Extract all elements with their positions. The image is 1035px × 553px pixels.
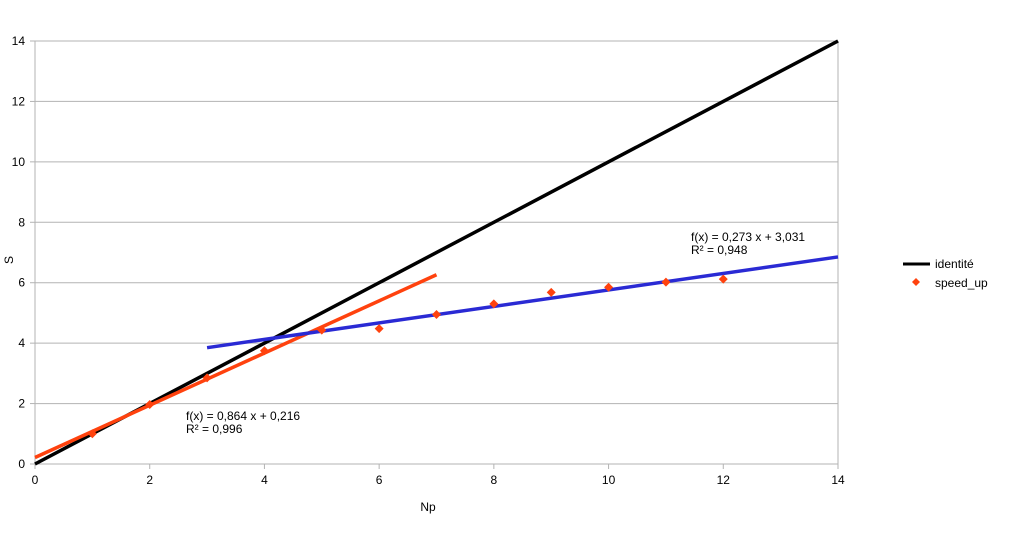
speed-up-point bbox=[604, 282, 614, 292]
y-tick-label-8: 8 bbox=[18, 215, 25, 229]
trendline-1-r2: R² = 0,996 bbox=[186, 422, 243, 436]
trendline-1 bbox=[34, 273, 438, 460]
data-points bbox=[87, 274, 728, 439]
y-tick-label-0: 0 bbox=[18, 457, 25, 471]
trendline-2 bbox=[206, 255, 839, 350]
x-tick-label-0: 0 bbox=[32, 473, 39, 487]
identite-line bbox=[34, 39, 839, 466]
speed-up-point bbox=[202, 373, 212, 383]
speed-up-point bbox=[661, 277, 671, 287]
x-tick-label-12: 12 bbox=[717, 473, 731, 487]
y-tick-label-6: 6 bbox=[18, 276, 25, 290]
x-tick-label-10: 10 bbox=[602, 473, 616, 487]
trendline-1-equation: f(x) = 0,864 x + 0,216 bbox=[186, 409, 300, 423]
x-tick-label-8: 8 bbox=[491, 473, 498, 487]
speed-up-point bbox=[259, 346, 269, 356]
y-axis-label: S bbox=[2, 256, 16, 264]
speed-up-point bbox=[432, 309, 441, 319]
trendline-2-equation: f(x) = 0,273 x + 3,031 bbox=[691, 230, 805, 244]
legend: identité speed_up bbox=[903, 257, 988, 290]
y-tick-label-10: 10 bbox=[12, 155, 26, 169]
speed-up-point bbox=[489, 299, 499, 309]
speed-up-point bbox=[145, 399, 155, 409]
speed-up-point bbox=[718, 274, 728, 284]
speed-up-point bbox=[374, 324, 384, 334]
grid bbox=[35, 40, 838, 465]
tick-labels: 0 2 4 6 8 10 12 14 0 2 4 6 8 10 12 14 bbox=[12, 34, 845, 487]
speed-up-point bbox=[317, 325, 327, 335]
legend-speed-up-diamond-icon bbox=[912, 278, 920, 286]
speed-up-point bbox=[87, 429, 97, 439]
x-tick-label-4: 4 bbox=[261, 473, 268, 487]
axes bbox=[30, 40, 839, 469]
trendline-2-r2: R² = 0,948 bbox=[691, 243, 748, 257]
y-tick-label-14: 14 bbox=[12, 34, 26, 48]
y-tick-label-2: 2 bbox=[18, 397, 25, 411]
y-tick-label-12: 12 bbox=[12, 94, 26, 108]
x-axis-label: Np bbox=[420, 500, 436, 514]
x-tick-label-6: 6 bbox=[376, 473, 383, 487]
series bbox=[34, 39, 839, 466]
speed-up-point bbox=[546, 287, 556, 297]
x-tick-label-14: 14 bbox=[831, 473, 845, 487]
legend-label-speed-up: speed_up bbox=[935, 276, 988, 290]
legend-label-identite: identité bbox=[935, 257, 974, 271]
y-tick-label-4: 4 bbox=[18, 336, 25, 350]
x-tick-label-2: 2 bbox=[146, 473, 153, 487]
